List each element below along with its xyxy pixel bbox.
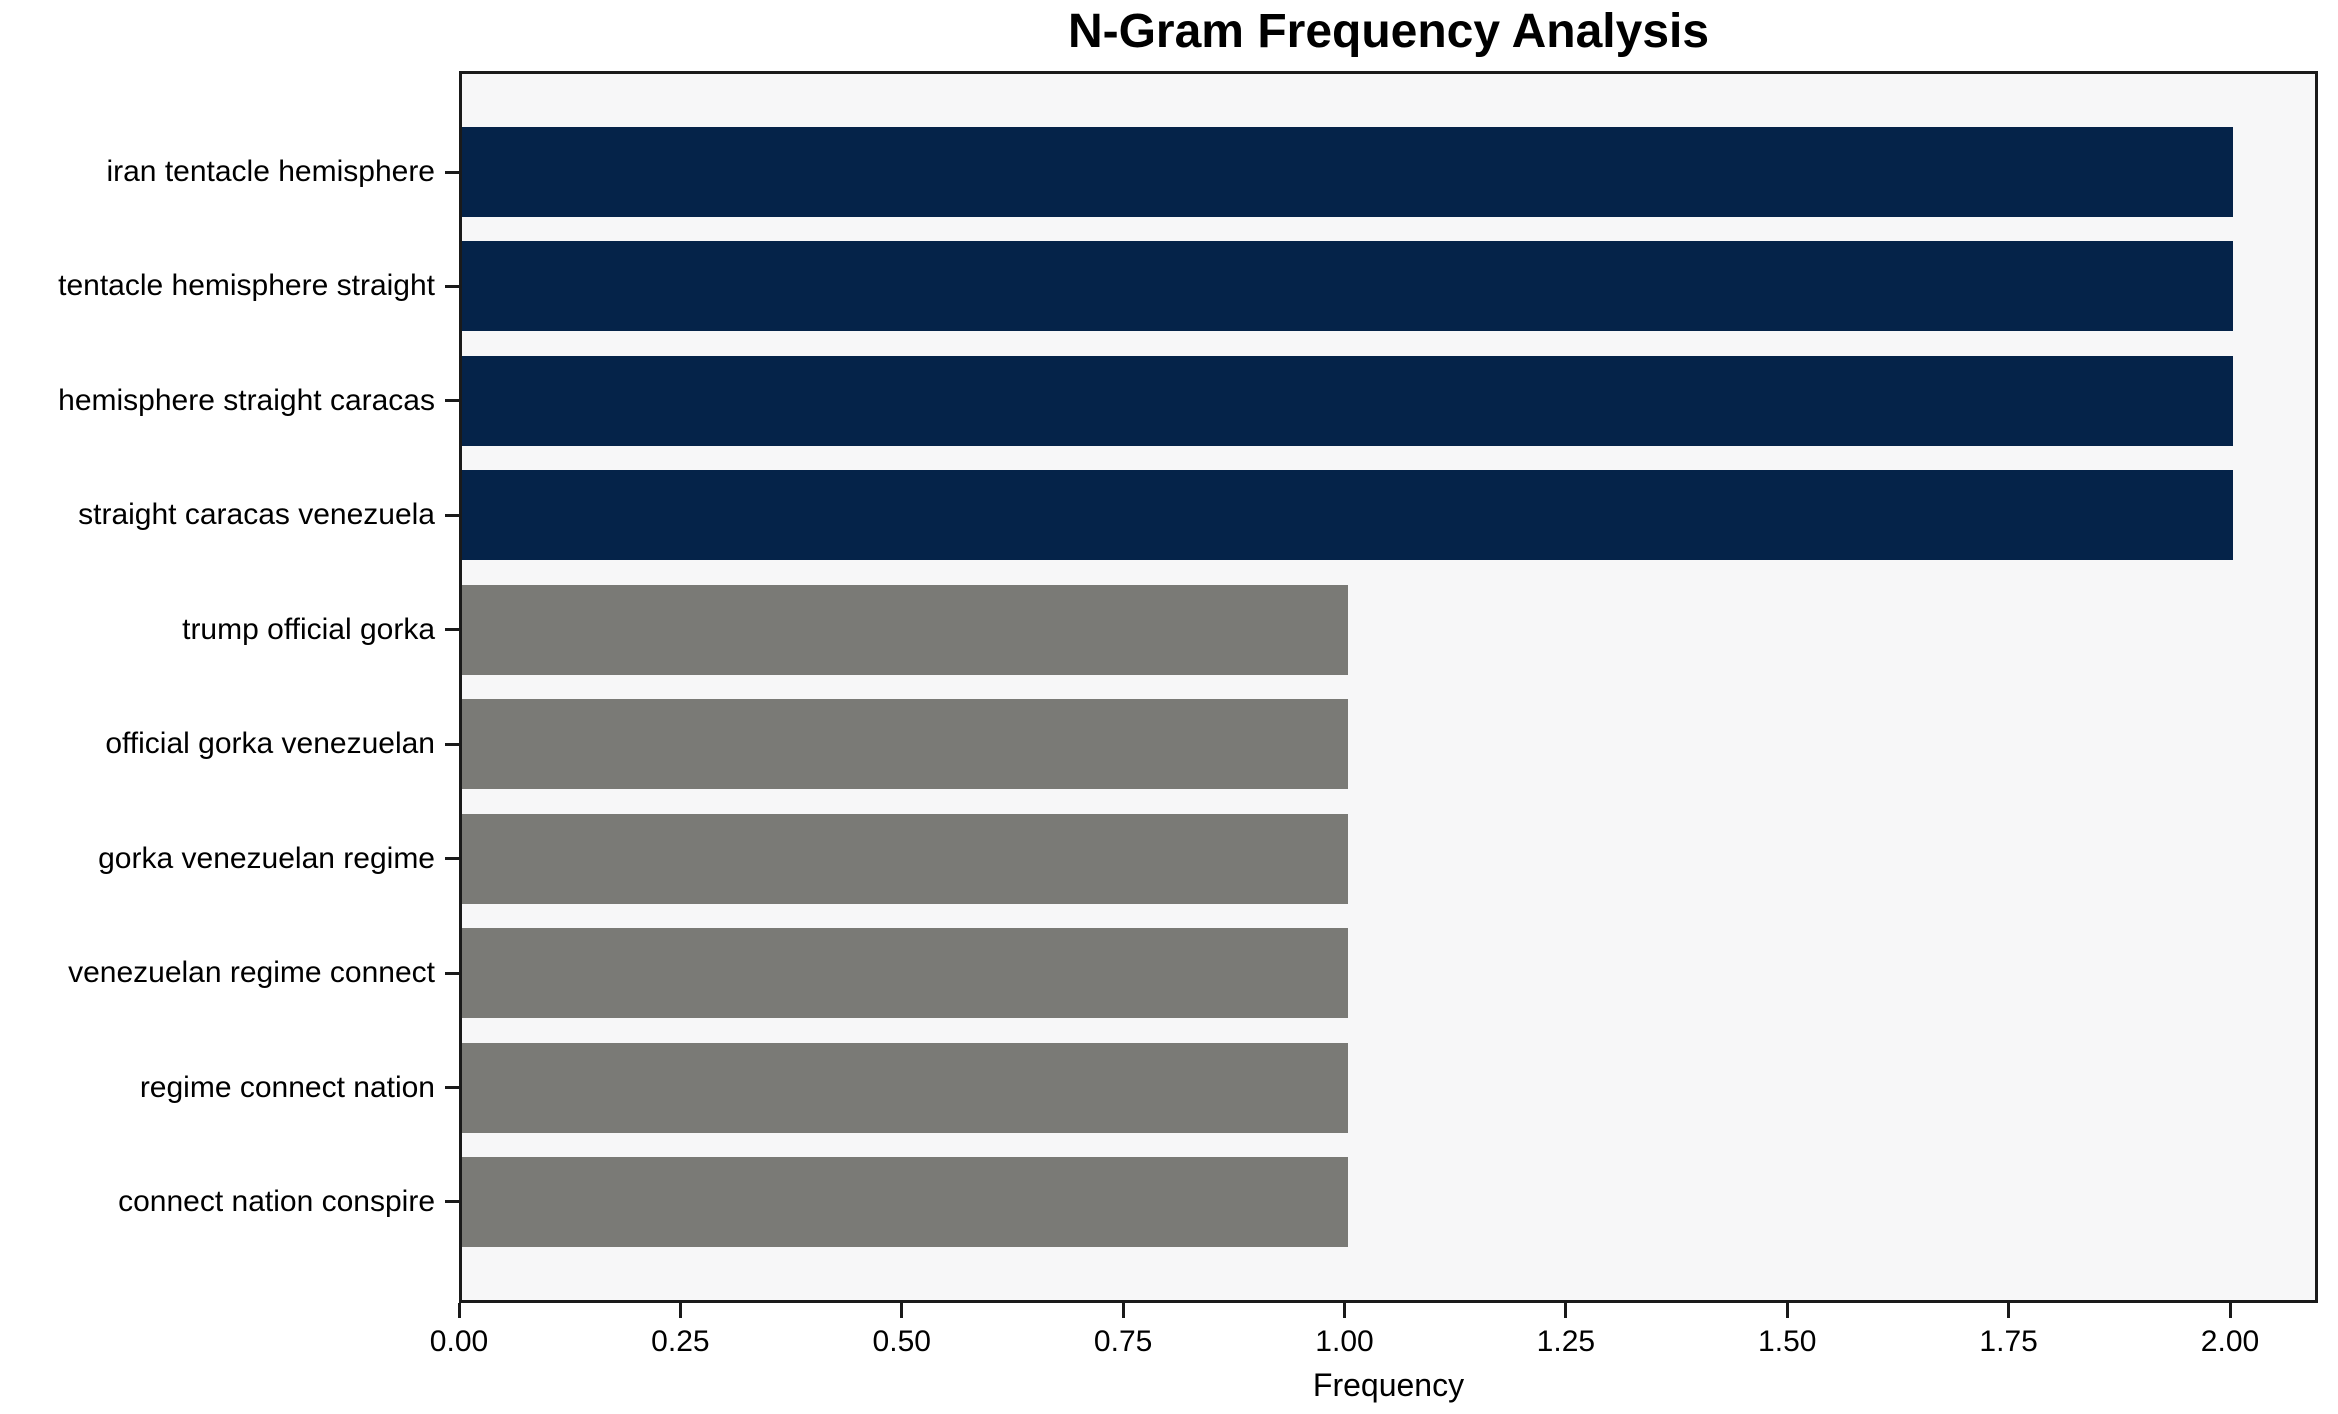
bar-hemisphere-straight-caracas	[462, 355, 2233, 446]
y-tick-mark	[445, 742, 459, 746]
x-tick-label: 0.25	[651, 1325, 710, 1358]
bar-straight-caracas-venezuela	[462, 470, 2233, 561]
y-tick-mark	[445, 284, 459, 288]
y-tick-label: trump official gorka	[182, 612, 435, 646]
bar-gorka-venezuelan-regime	[462, 813, 1348, 904]
x-tick-mark	[2228, 1303, 2232, 1318]
chart-title: N-Gram Frequency Analysis	[1067, 5, 1710, 58]
x-tick-mark	[1121, 1303, 1125, 1318]
x-tick-mark	[1785, 1303, 1789, 1318]
x-tick-mark	[1343, 1303, 1346, 1318]
x-tick-label: 0.75	[1093, 1325, 1153, 1358]
bar-trump-official-gorka	[462, 584, 1348, 675]
y-tick-mark	[445, 971, 459, 975]
y-tick-label: venezuelan regime connect	[68, 956, 435, 990]
x-tick-label: 0.50	[872, 1325, 931, 1358]
x-tick-mark	[678, 1303, 682, 1318]
plot-area	[459, 71, 2318, 1303]
y-tick-mark	[445, 857, 459, 861]
x-tick-mark	[900, 1303, 904, 1318]
bar-connect-nation-conspire	[462, 1156, 1348, 1247]
x-tick-mark	[457, 1303, 461, 1318]
y-tick-mark	[445, 1200, 459, 1204]
y-tick-label: hemisphere straight caracas	[58, 383, 435, 417]
y-tick-mark	[445, 513, 459, 517]
y-tick-label: tentacle hemisphere straight	[58, 269, 435, 303]
bar-official-gorka-venezuelan	[462, 699, 1348, 790]
bar-tentacle-hemisphere-straight	[462, 241, 2233, 332]
y-tick-label: regime connect nation	[139, 1070, 435, 1104]
x-tick-label: 0.00	[429, 1325, 489, 1358]
x-tick-label: 1.25	[1536, 1325, 1596, 1358]
x-axis-label: Frequency	[1312, 1367, 1465, 1403]
x-tick-mark	[2007, 1303, 2011, 1318]
y-tick-mark	[445, 399, 459, 403]
y-tick-label: straight caracas venezuela	[78, 498, 435, 532]
x-tick-label: 1.75	[1979, 1325, 2038, 1358]
x-tick-mark	[1564, 1303, 1568, 1318]
bar-regime-connect-nation	[462, 1042, 1348, 1133]
x-tick-label: 1.50	[1758, 1325, 1817, 1358]
y-tick-label: gorka venezuelan regime	[98, 841, 435, 875]
x-tick-label: 2.00	[2200, 1325, 2260, 1358]
bar-venezuelan-regime-connect	[462, 928, 1348, 1019]
y-tick-mark	[445, 170, 459, 174]
y-tick-label: iran tentacle hemisphere	[106, 155, 435, 188]
y-tick-mark	[445, 1086, 459, 1090]
y-tick-label: official gorka venezuelan	[105, 727, 435, 761]
x-tick-label: 1.00	[1315, 1325, 1374, 1358]
bar-iran-tentacle-hemisphere	[462, 127, 2233, 217]
y-tick-label: connect nation conspire	[118, 1184, 435, 1218]
y-tick-mark	[445, 628, 459, 632]
